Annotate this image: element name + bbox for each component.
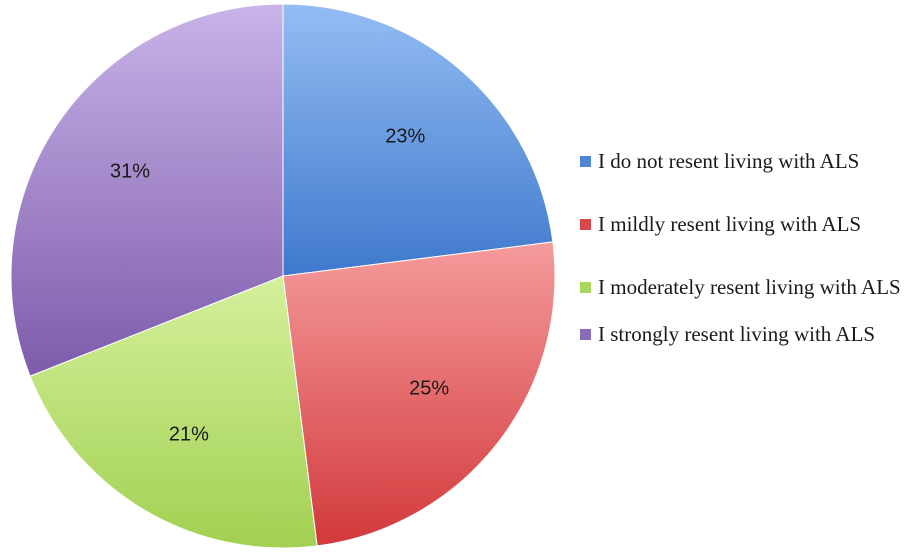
pie-slice-not-resent <box>282 3 554 277</box>
pie-slice-strongly-resent <box>10 3 284 377</box>
legend-swatch-green <box>580 282 591 293</box>
legend-swatch-blue <box>580 156 591 167</box>
legend: I do not resent living with ALS I mildly… <box>578 148 908 384</box>
pie-slice-mildly-resent <box>282 241 556 547</box>
legend-item: I mildly resent living with ALS <box>578 211 908 238</box>
legend-label: I do not resent living with ALS <box>598 149 860 173</box>
legend-item: I do not resent living with ALS <box>578 148 908 175</box>
legend-swatch-purple <box>580 329 591 340</box>
pie-slices <box>10 3 556 549</box>
legend-item: I moderately resent living with ALS <box>578 274 908 301</box>
pie-labels: 23% 25% 21% 31% <box>110 126 449 446</box>
pie-slice-label: 21% <box>169 423 209 445</box>
legend-label: I moderately resent living with ALS <box>598 275 901 299</box>
pie-slice-label: 23% <box>385 126 425 148</box>
pie-slice-label: 25% <box>409 378 449 400</box>
pie-slice-moderately-resent <box>29 275 318 549</box>
pie-slice-label: 31% <box>110 160 150 182</box>
legend-label: I mildly resent living with ALS <box>598 212 862 236</box>
legend-swatch-red <box>580 219 591 230</box>
legend-item: I strongly resent living with ALS <box>578 321 908 348</box>
legend-label: I strongly resent living with ALS <box>598 322 876 346</box>
